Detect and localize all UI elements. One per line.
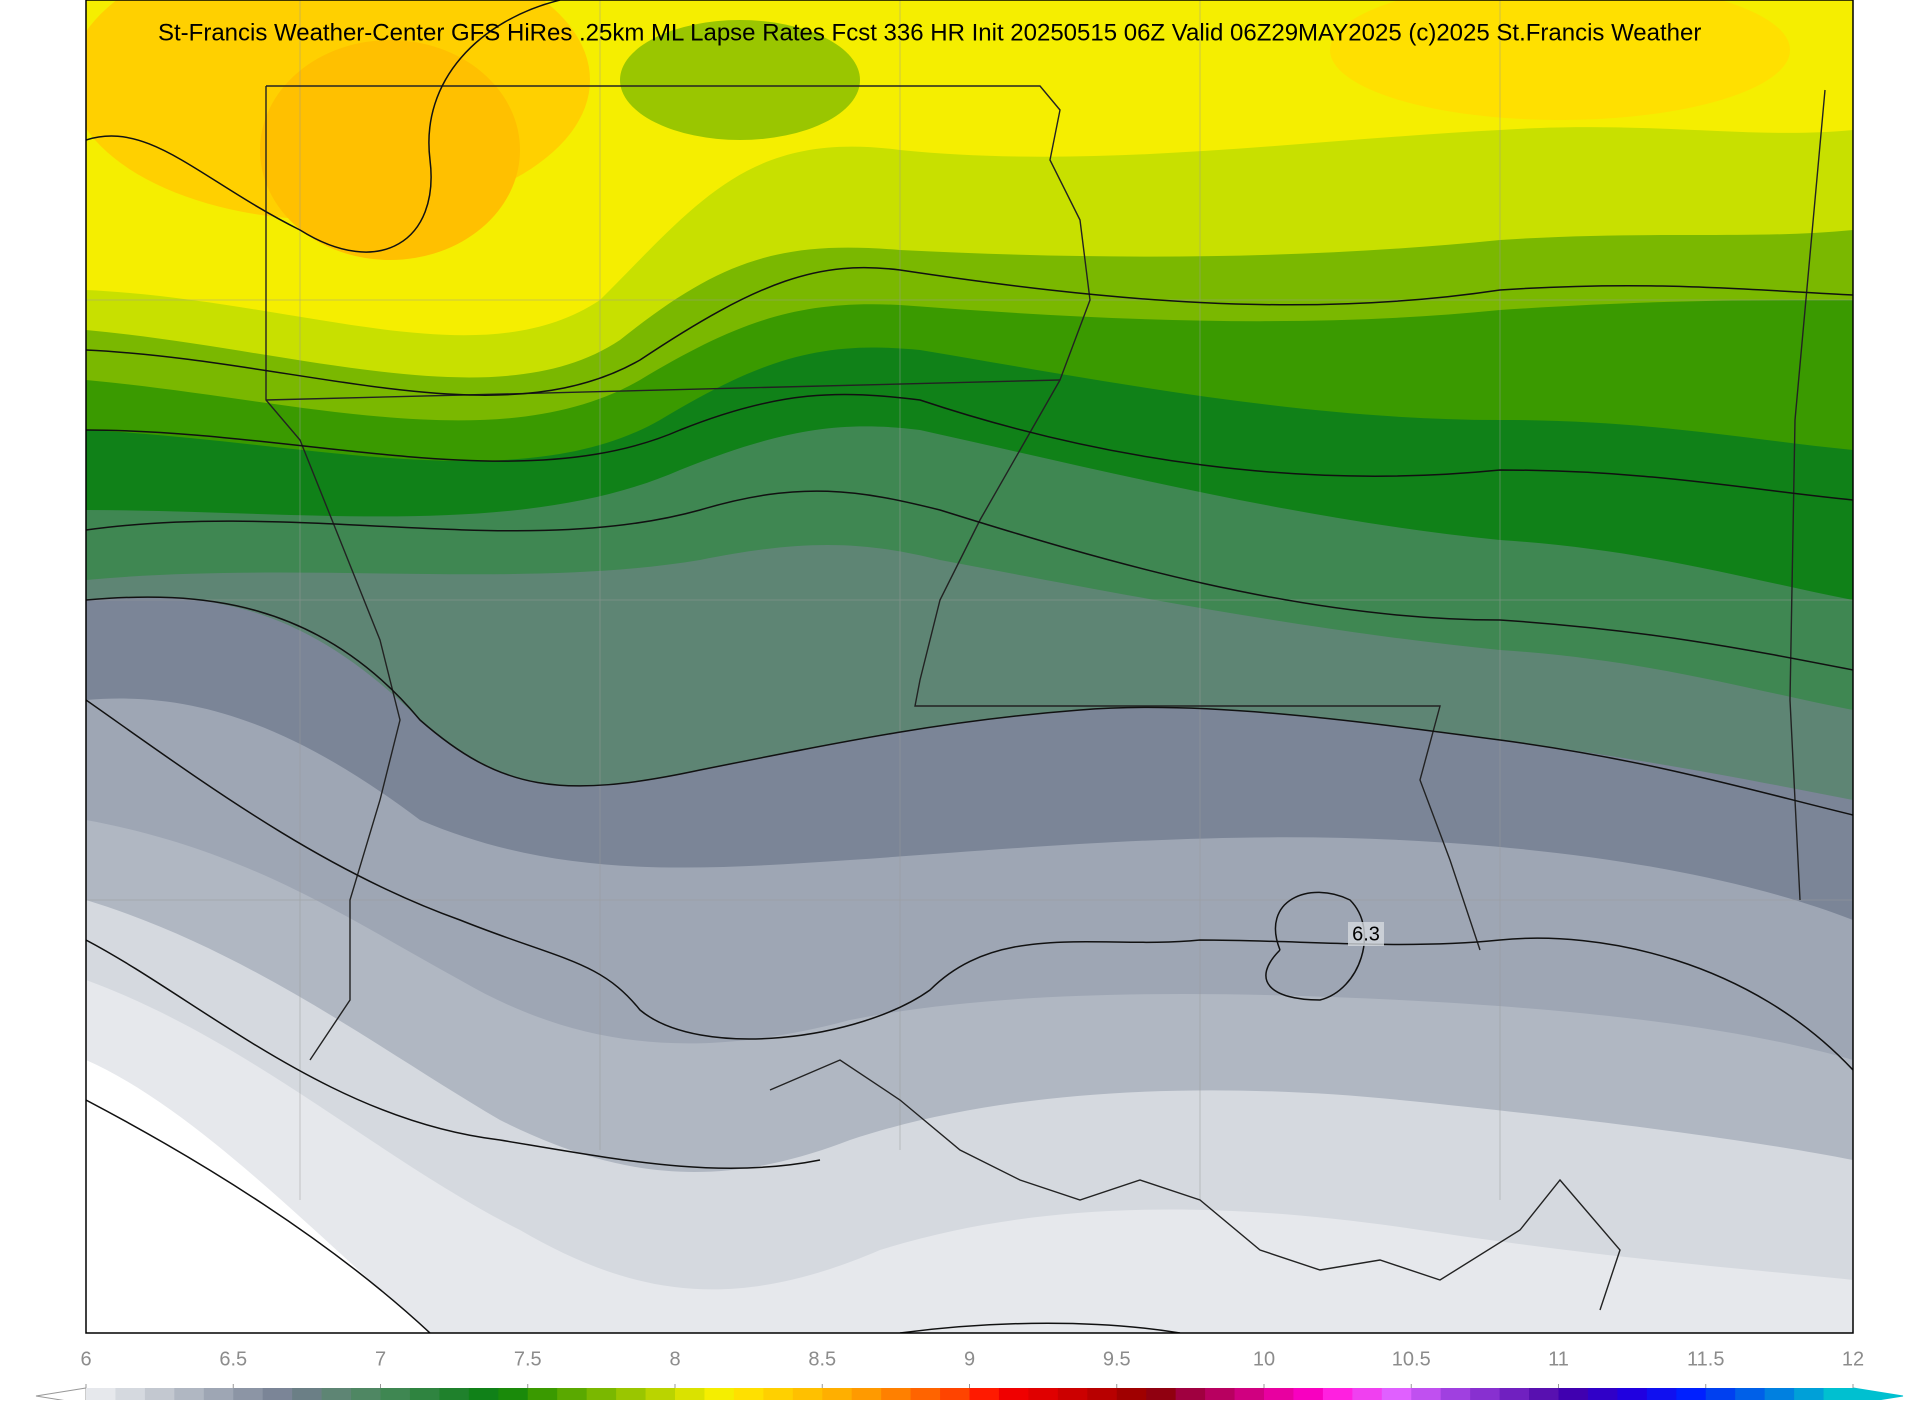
colorbar-swatch (1794, 1388, 1825, 1404)
colorbar-swatch (1381, 1388, 1412, 1404)
colorbar-swatch (1234, 1388, 1265, 1404)
colorbar-swatch (1411, 1388, 1442, 1404)
colorbar-swatch (174, 1388, 205, 1404)
colorbar-swatch (380, 1388, 411, 1404)
colorbar-swatch (792, 1388, 823, 1404)
colorbar-swatch (1146, 1388, 1177, 1404)
colorbar-swatch (733, 1388, 764, 1404)
colorbar-tick-label: 12 (1842, 1348, 1864, 1370)
colorbar-swatch (851, 1388, 882, 1404)
colorbar-tick-label: 7 (375, 1348, 386, 1370)
colorbar-swatch (704, 1388, 735, 1404)
map-frame (85, 0, 1854, 1334)
colorbar-swatch (1175, 1388, 1206, 1404)
colorbar-extend-high (1852, 1387, 1904, 1405)
colorbar-swatch (1823, 1388, 1854, 1404)
colorbar-swatch (881, 1388, 912, 1404)
colorbar-tick-label: 6.5 (219, 1348, 247, 1370)
colorbar-extend-low (35, 1387, 87, 1405)
colorbar-swatch (233, 1388, 264, 1404)
colorbar-tick-label: 8 (669, 1348, 680, 1370)
contour-label-bg (1348, 922, 1384, 946)
colorbar-swatch (1529, 1388, 1559, 1404)
colorbar-swatch (763, 1388, 794, 1404)
field-band (86, 980, 1853, 1333)
colorbar-swatch (1676, 1388, 1707, 1404)
colorbar-tick-label: 9.5 (1103, 1348, 1131, 1370)
colorbar-swatch (409, 1388, 440, 1404)
colorbar-swatch (1322, 1388, 1353, 1404)
colorbar-swatch (1499, 1388, 1530, 1404)
field-band (260, 40, 520, 260)
colorbar-swatch (675, 1388, 705, 1404)
colorbar-swatch (1352, 1388, 1383, 1404)
colorbar-swatch (203, 1388, 234, 1404)
colorbar-swatch (1587, 1388, 1618, 1404)
colorbar-swatch (557, 1388, 588, 1404)
colorbar-swatch (1087, 1388, 1118, 1404)
colorbar-swatch (616, 1388, 647, 1404)
colorbar-swatch (1470, 1388, 1501, 1404)
colorbar-swatch (115, 1388, 146, 1404)
contour-label: 6.3 (1352, 923, 1380, 945)
colorbar-swatch (1205, 1388, 1236, 1404)
colorbar-swatch (586, 1388, 617, 1404)
county-lines (86, 0, 1853, 1200)
colorbar-tick-label: 10.5 (1392, 1348, 1431, 1370)
colorbar-swatch (940, 1388, 970, 1404)
colorbar-swatch (1735, 1388, 1766, 1404)
colorbar-swatch (262, 1388, 293, 1404)
state-borders (265, 85, 1826, 1311)
colorbar-swatch (527, 1388, 558, 1404)
shaded-field (86, 0, 1853, 1333)
colorbar-swatch (998, 1388, 1029, 1404)
colorbar-tick-label: 10 (1253, 1348, 1275, 1370)
colorbar-swatch (1116, 1388, 1147, 1404)
colorbar-swatch (1293, 1388, 1324, 1404)
colorbar-swatch (1705, 1388, 1736, 1404)
colorbar-swatch (1057, 1388, 1088, 1404)
colorbar-swatch (1764, 1388, 1795, 1404)
colorbar-swatch (439, 1388, 470, 1404)
colorbar-tick-label: 7.5 (514, 1348, 542, 1370)
contour-lines (86, 0, 1853, 1333)
colorbar-swatch (86, 1388, 116, 1404)
colorbar-tick-label: 11 (1548, 1348, 1569, 1370)
colorbar-swatch (969, 1388, 1000, 1404)
colorbar-swatch (498, 1388, 529, 1404)
field-band (86, 1060, 430, 1333)
colorbar-swatch (292, 1388, 323, 1404)
colorbar-tick-label: 9 (964, 1348, 975, 1370)
colorbar-swatch (1646, 1388, 1677, 1404)
colorbar-swatch (1617, 1388, 1648, 1404)
colorbar-swatch (645, 1388, 676, 1404)
colorbar-swatch (351, 1388, 381, 1404)
map-title: St-Francis Weather-Center GFS HiRes .25k… (158, 19, 1701, 46)
colorbar-swatch (144, 1388, 175, 1404)
colorbar-swatch (822, 1388, 853, 1404)
colorbar-swatch (321, 1388, 352, 1404)
field-band (86, 900, 1853, 1333)
colorbar-swatch (1558, 1388, 1589, 1404)
field-band (620, 20, 860, 140)
colorbar-tick-label: 8.5 (808, 1348, 836, 1370)
colorbar-tick-label: 6 (80, 1348, 91, 1370)
colorbar-swatch (468, 1388, 499, 1404)
colorbar-swatch (1028, 1388, 1059, 1404)
colorbar-tick-label: 11.5 (1687, 1348, 1724, 1370)
colorbar-swatch (910, 1388, 941, 1404)
colorbar: 6 6.5 7 7.5 8 8.5 9 9.5 10 10.5 11 11.5 12 (35, 1348, 1904, 1405)
colorbar-swatch (1440, 1388, 1471, 1404)
field-band (1330, 0, 1790, 120)
colorbar-swatch (1264, 1388, 1294, 1404)
